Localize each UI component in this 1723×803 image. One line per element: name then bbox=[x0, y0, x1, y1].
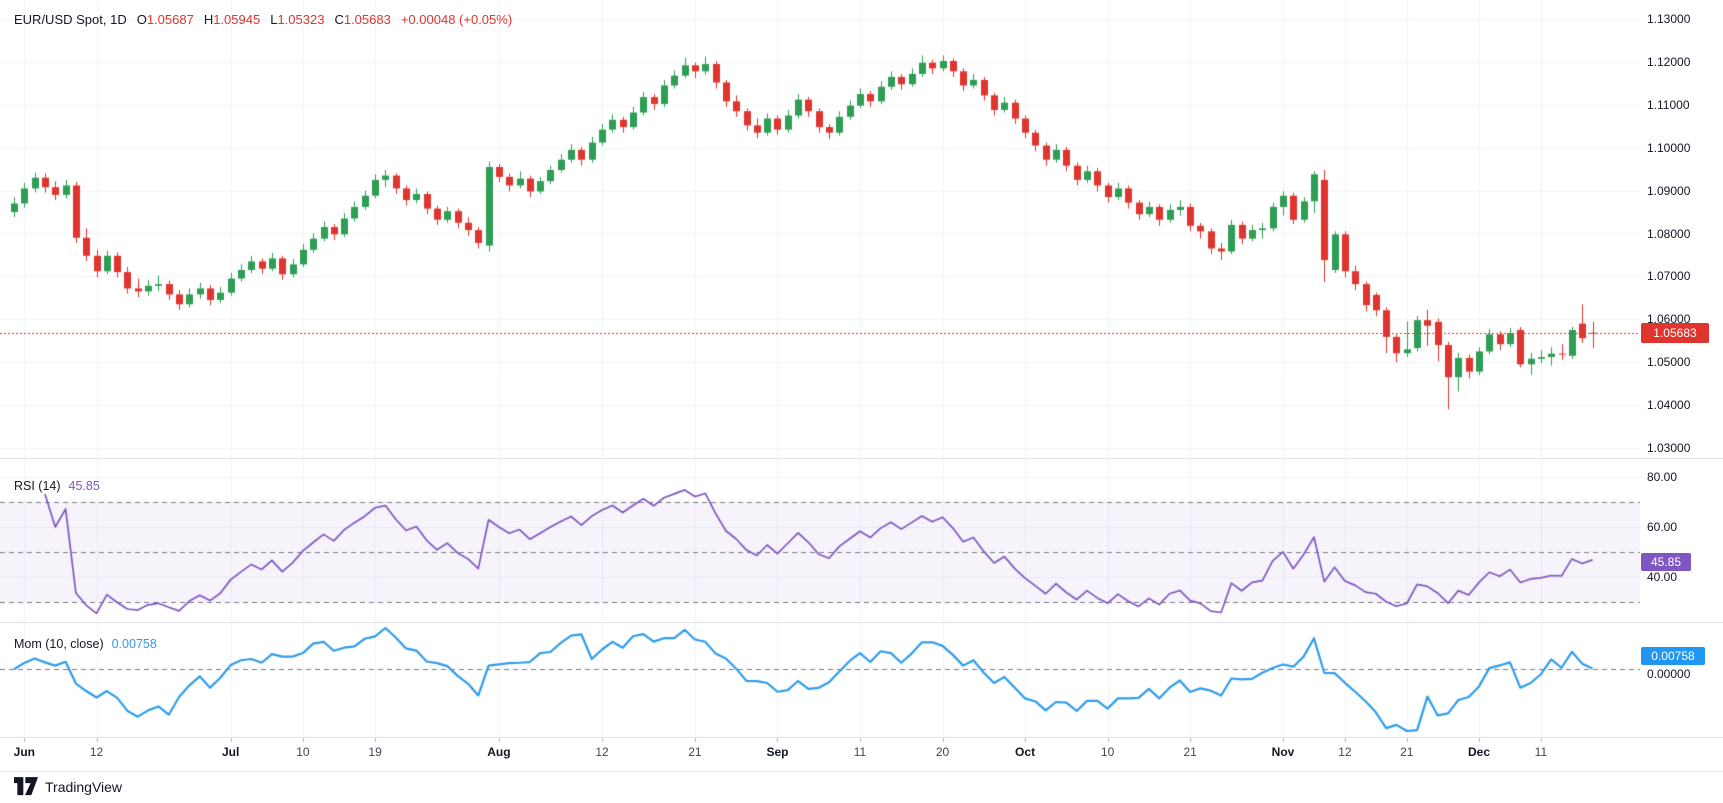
momentum-value: 0.00758 bbox=[111, 637, 157, 651]
time-axis-day-label: 21 bbox=[1183, 745, 1197, 759]
time-axis-day-label: 19 bbox=[368, 745, 382, 759]
rsi-badge: 45.85 bbox=[1641, 553, 1691, 572]
time-axis-day-label: 11 bbox=[1534, 745, 1548, 759]
momentum-indicator-label[interactable]: Mom (10, close) 0.00758 bbox=[14, 637, 157, 651]
time-axis-day-label: 11 bbox=[853, 745, 867, 759]
price-axis-label: 1.10000 bbox=[1647, 140, 1691, 155]
pane-separator bbox=[0, 622, 1723, 623]
time-axis-month-label: Sep bbox=[766, 745, 789, 759]
momentum-badge: 0.00758 bbox=[1641, 646, 1705, 665]
ohlc-open: O1.05687 bbox=[136, 12, 194, 27]
rsi-axis-label: 60.00 bbox=[1647, 520, 1678, 534]
rsi-axis-label: 80.00 bbox=[1647, 470, 1678, 484]
footer-brand[interactable]: TradingView bbox=[14, 777, 122, 796]
price-axis-label: 1.05000 bbox=[1647, 355, 1691, 370]
time-axis-month-label: Oct bbox=[1015, 745, 1036, 759]
time-axis-day-label: 12 bbox=[595, 745, 609, 759]
price-axis[interactable]: 1.05683 45.85 0.00758 1.13000 1.12000 1.11… bbox=[1640, 0, 1723, 803]
symbol-legend[interactable]: EUR/USD Spot, 1D O1.05687 H1.05945 L1.05… bbox=[14, 12, 512, 27]
time-axis-month-label: Jun bbox=[13, 745, 35, 759]
momentum-axis-label: 0.00000 bbox=[1647, 667, 1691, 682]
price-axis-label: 1.06000 bbox=[1647, 312, 1691, 327]
time-axis-day-label: 21 bbox=[1400, 745, 1414, 759]
time-axis-day-label: 10 bbox=[1100, 745, 1115, 759]
symbol-title[interactable]: EUR/USD Spot, 1D bbox=[14, 12, 127, 27]
ohlc-low: L1.05323 bbox=[270, 12, 325, 27]
tradingview-logo-icon bbox=[14, 777, 38, 796]
price-axis-label: 1.04000 bbox=[1647, 398, 1691, 413]
ohlc-close: C1.05683 bbox=[334, 12, 391, 27]
tradingview-logo-text: TradingView bbox=[45, 778, 123, 795]
rsi-value: 45.85 bbox=[68, 479, 100, 493]
last-price-badge: 1.05683 bbox=[1641, 322, 1709, 343]
time-axis-month-label: Dec bbox=[1467, 745, 1491, 759]
time-axis-month-label: Aug bbox=[487, 745, 511, 759]
price-axis-label: 1.12000 bbox=[1647, 54, 1691, 69]
time-axis-month-label: Jul bbox=[221, 745, 240, 759]
rsi-indicator-label[interactable]: RSI (14) 45.85 bbox=[14, 479, 100, 493]
time-axis-day-label: 21 bbox=[688, 745, 702, 759]
price-axis-label: 1.08000 bbox=[1647, 226, 1691, 241]
price-axis-label: 1.11000 bbox=[1647, 97, 1690, 112]
time-axis-day-label: 12 bbox=[1338, 745, 1352, 759]
footer-separator bbox=[0, 771, 1723, 772]
price-change: +0.00048 (+0.05%) bbox=[400, 12, 513, 27]
time-axis-month-label: Nov bbox=[1271, 745, 1295, 759]
price-axis-label: 1.13000 bbox=[1647, 12, 1691, 26]
time-axis-day-label: 10 bbox=[296, 745, 310, 759]
chart-plot-area[interactable] bbox=[0, 0, 1723, 775]
axis-separator bbox=[0, 737, 1723, 738]
price-axis-label: 1.07000 bbox=[1647, 269, 1691, 284]
price-axis-label: 1.03000 bbox=[1647, 441, 1691, 455]
pane-separator bbox=[0, 458, 1723, 459]
rsi-axis-label: 40.00 bbox=[1647, 570, 1678, 584]
ohlc-high: H1.05945 bbox=[203, 12, 261, 27]
time-axis-day-label: 20 bbox=[935, 745, 950, 759]
time-axis-day-label: 12 bbox=[89, 745, 104, 759]
price-axis-label: 1.09000 bbox=[1647, 183, 1691, 198]
